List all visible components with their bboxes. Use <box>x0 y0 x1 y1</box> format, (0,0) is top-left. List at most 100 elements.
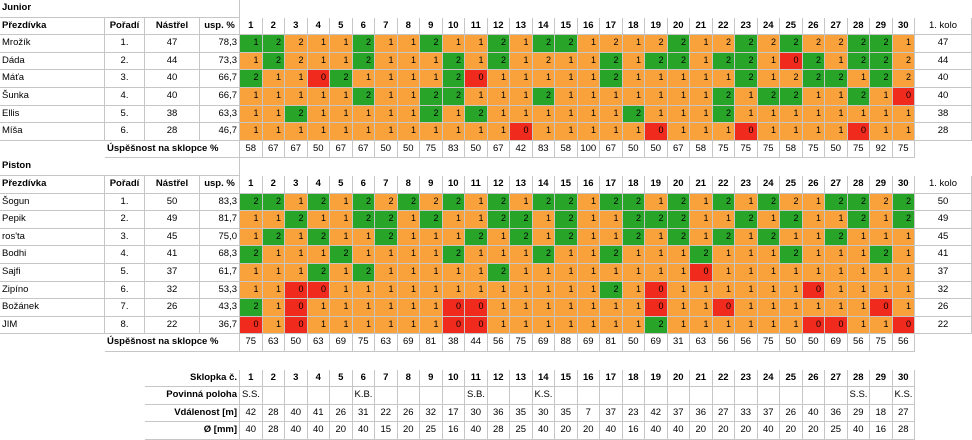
shot-mark: 2 <box>375 193 398 212</box>
mark-score: 1 <box>500 301 506 312</box>
footer-value: 33 <box>735 404 758 423</box>
mark-score: 1 <box>748 318 754 329</box>
shot-mark: 1 <box>622 281 645 300</box>
success-value: 75 <box>712 140 735 159</box>
mark-score: 1 <box>275 318 281 329</box>
success-value: 67 <box>285 140 308 159</box>
mark-score: 1 <box>523 283 529 294</box>
mark-score: 1 <box>455 230 461 241</box>
mark-score: 2 <box>613 283 619 294</box>
shot-mark: 1 <box>487 105 510 124</box>
shot-mark: 1 <box>825 264 848 282</box>
mark-score: 1 <box>253 54 259 65</box>
shot-mark: 2 <box>780 193 803 212</box>
footer-value: 20 <box>712 422 735 440</box>
mark-score: 1 <box>275 72 281 83</box>
shot-mark: 1 <box>825 246 848 264</box>
shot-mark: 1 <box>847 281 870 300</box>
mark-score: 1 <box>433 318 439 329</box>
mark-score: 2 <box>298 213 304 224</box>
mark-score: 1 <box>410 37 416 48</box>
player-name: Bodhi <box>0 246 105 264</box>
mark-score: 1 <box>905 107 911 118</box>
player-name: JIM <box>0 316 105 335</box>
shot-mark: 1 <box>420 123 443 141</box>
round-number-header: 29 <box>870 176 893 194</box>
player-shots: 45 <box>145 228 200 247</box>
shot-mark: 1 <box>892 105 915 124</box>
mark-score: 1 <box>388 72 394 83</box>
mark-score: 1 <box>590 248 596 259</box>
mark-score: 1 <box>815 90 821 100</box>
footer-label: Ø [mm] <box>145 422 240 440</box>
mark-score: 1 <box>770 125 776 136</box>
shot-mark: 1 <box>847 264 870 282</box>
mark-score: 2 <box>883 37 889 48</box>
success-value: 67 <box>352 140 375 159</box>
mark-score: 1 <box>680 125 686 136</box>
mark-score: 1 <box>433 54 439 65</box>
shot-mark: 2 <box>667 52 690 71</box>
shot-mark: 2 <box>487 211 510 229</box>
success-value: 75 <box>510 334 533 352</box>
shot-mark: 2 <box>375 228 398 247</box>
round-number-header: 22 <box>712 17 735 36</box>
mark-score: 0 <box>725 301 731 312</box>
footer-value: 40 <box>465 422 488 440</box>
footer-value: 17 <box>442 404 465 423</box>
shot-mark: 1 <box>555 52 578 71</box>
shot-mark: 2 <box>420 193 443 212</box>
mark-score: 1 <box>590 301 596 312</box>
shot-mark: 0 <box>735 123 758 141</box>
footer-value <box>397 387 420 405</box>
footer-label: Sklopka č. <box>145 369 240 388</box>
mark-score: 2 <box>815 54 821 65</box>
shot-mark: 1 <box>510 299 533 317</box>
mark-score: 1 <box>568 125 574 136</box>
shot-mark: 2 <box>307 193 330 212</box>
footer-value: 30 <box>532 404 555 423</box>
shot-mark: 1 <box>577 264 600 282</box>
column-header: usp. % <box>200 176 240 194</box>
round-number-header: 5 <box>330 176 353 194</box>
shot-mark: 2 <box>262 193 285 212</box>
mark-score: 1 <box>410 90 416 100</box>
footer-value: 26 <box>330 404 353 423</box>
shot-mark: 1 <box>307 88 330 106</box>
mark-score: 2 <box>748 72 754 83</box>
footer-value: 25 <box>780 369 803 388</box>
mark-score: 1 <box>613 266 619 276</box>
mark-score: 1 <box>275 283 281 294</box>
shot-mark: 2 <box>285 105 308 124</box>
mark-score: 1 <box>500 248 506 259</box>
footer-value: 13 <box>510 369 533 388</box>
footer-value: 36 <box>487 404 510 423</box>
mark-score: 1 <box>388 301 394 312</box>
shot-mark: 2 <box>780 211 803 229</box>
mark-score: 1 <box>703 283 709 294</box>
shot-mark: 2 <box>487 35 510 53</box>
mark-score: 2 <box>658 54 664 65</box>
footer-value: S.B. <box>465 387 488 405</box>
footer-value: 20 <box>577 422 600 440</box>
mark-score: 1 <box>883 266 889 276</box>
shot-mark: 2 <box>240 193 263 212</box>
shot-mark: 1 <box>307 316 330 335</box>
shot-mark: 2 <box>352 211 375 229</box>
shot-mark: 1 <box>375 299 398 317</box>
shot-mark: 1 <box>825 105 848 124</box>
mark-score: 1 <box>523 318 529 329</box>
mark-score: 1 <box>545 107 551 118</box>
shot-mark: 1 <box>442 228 465 247</box>
mark-score: 2 <box>433 107 439 118</box>
shot-mark: 1 <box>802 193 825 212</box>
mark-score: 1 <box>725 266 731 276</box>
shot-mark: 1 <box>892 228 915 247</box>
mark-score: 1 <box>815 301 821 312</box>
mark-score: 1 <box>433 266 439 276</box>
shot-mark: 1 <box>285 193 308 212</box>
success-value: 88 <box>555 334 578 352</box>
shot-mark: 1 <box>825 123 848 141</box>
mark-score: 0 <box>298 283 304 294</box>
